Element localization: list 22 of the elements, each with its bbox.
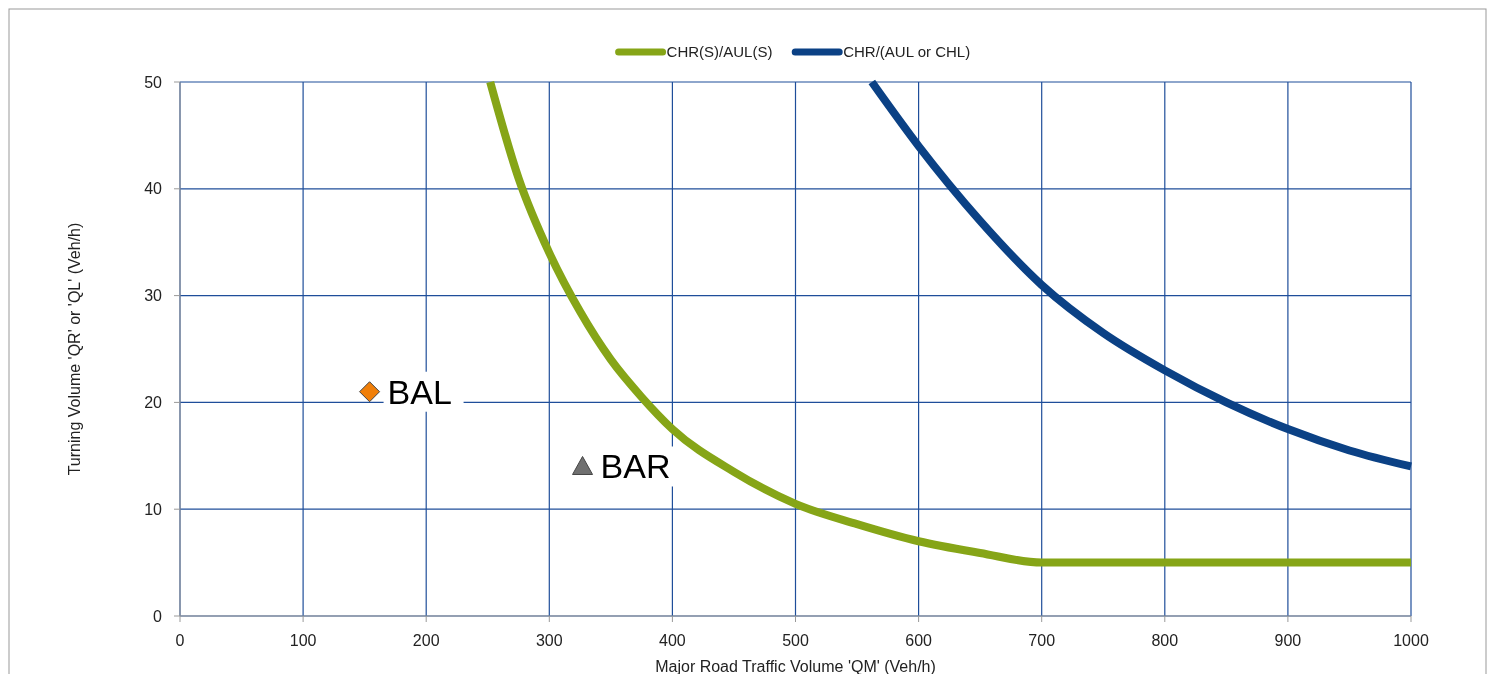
x-tick-label: 300 xyxy=(535,632,563,649)
x-tick-label: 600 xyxy=(905,632,933,649)
series-label: BAR xyxy=(600,447,671,486)
x-tick-label: 100 xyxy=(289,632,317,649)
y-tick-label: 0 xyxy=(153,607,163,625)
y-tick-label: 20 xyxy=(144,394,163,411)
y-tick-label: 40 xyxy=(144,180,163,198)
x-tick-label: 800 xyxy=(1151,632,1179,649)
x-tick-label: 400 xyxy=(659,632,686,649)
x-tick-label: 1000 xyxy=(1393,632,1429,649)
y-axis-title: Turning Volume 'QR' or 'QL' (Veh/h) xyxy=(66,222,83,476)
y-tick-label: 10 xyxy=(144,500,163,518)
y-tick-label: 30 xyxy=(144,287,163,305)
y-tick-label: 50 xyxy=(144,73,163,91)
x-tick-label: 200 xyxy=(412,632,440,649)
legend-label: CHR/(AUL or CHL) xyxy=(843,43,971,61)
x-tick-label: 900 xyxy=(1274,632,1302,649)
legend-label: CHR(S)/AUL(S) xyxy=(666,43,773,61)
x-tick-label: 0 xyxy=(175,632,185,649)
x-tick-label: 500 xyxy=(782,632,809,649)
series-label: BAL xyxy=(387,372,452,411)
x-tick-label: 700 xyxy=(1028,632,1056,649)
